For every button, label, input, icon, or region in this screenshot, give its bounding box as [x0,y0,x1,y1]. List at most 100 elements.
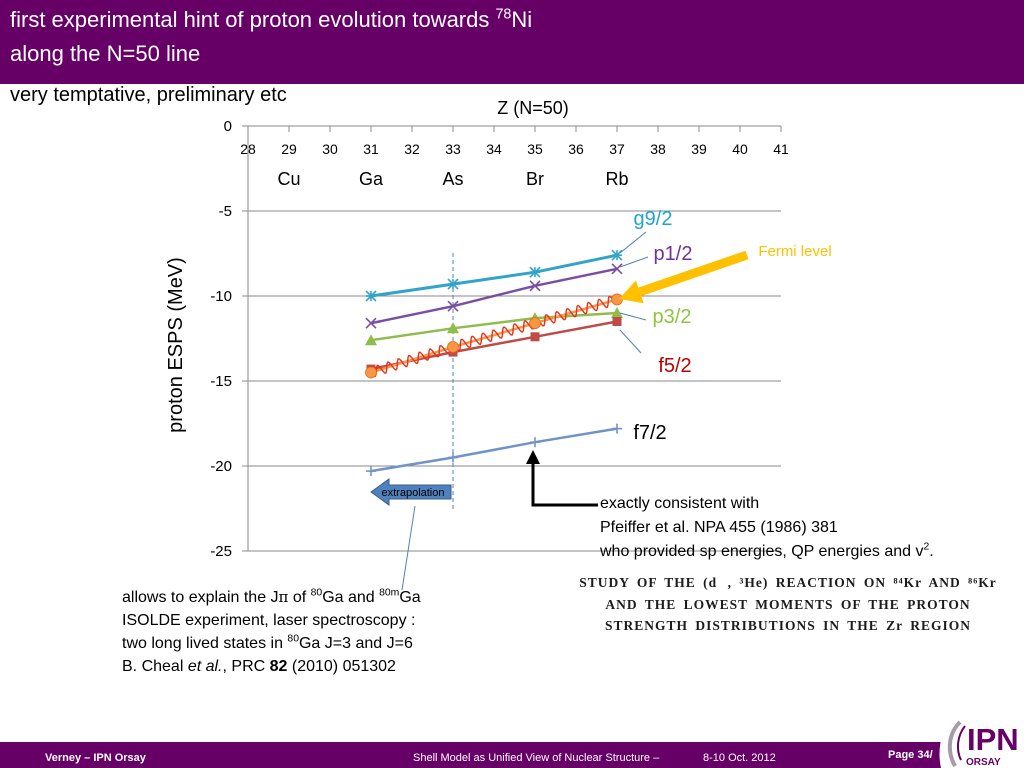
g9-2-label: g9/2 [634,208,673,230]
g9-2-marker [365,290,377,302]
page-number: Page 34/ [888,749,933,761]
fermi-level-marker [611,293,623,306]
fermi-level-label: Fermi level [758,243,831,260]
p3-2-marker [365,334,377,346]
x-tick-label: 39 [691,141,707,157]
marker-shape [611,307,623,318]
consistency-arrow-head [526,450,540,464]
mass-number-superscript: 80m [379,587,400,599]
p3-2-leader-line [619,312,647,321]
extrapolation-arrow-shape [370,478,452,506]
marker-shape [611,293,623,306]
f7-2-line [370,427,618,473]
footer-date: 8-10 Oct. 2012 [703,752,776,764]
extrapolation-label: extrapolation [382,487,445,499]
pfeiffer-note: exactly consistent with Pfeiffer et al. … [600,492,934,564]
x-tick-label: 32 [404,141,420,157]
p3-2-marker [447,322,459,334]
paper-title-line-2: AND THE LOWEST MOMENTS OF THE PROTON [605,596,971,612]
x-tick-label: 33 [445,141,461,157]
g9-2-marker [447,278,459,290]
f7-2-marker [448,452,458,463]
ga-note-text: Ga J=3 and J=6 [298,635,413,652]
y-tick-label: -15 [210,373,232,390]
pi-symbol: π [278,588,289,606]
footer-author: Verney – IPN Orsay [45,752,146,764]
mass-number-superscript: 80 [310,587,323,599]
g9-2-marker [611,249,623,261]
x-tick-label: 37 [609,141,625,157]
marker-shape [612,317,622,326]
y-tick-label: -20 [210,458,232,475]
ga-note-italic: et al. [187,658,223,675]
marker-stroke [529,280,541,292]
y-axis-title: proton ESPS (MeV) [165,257,187,433]
marker-shape [365,366,377,379]
x-tick-label: 41 [773,141,789,157]
element-label-as: As [442,169,463,189]
logo-swoosh-inner [956,725,966,761]
marker-shape [365,334,377,346]
fermi-level-arrow-head [619,280,644,304]
element-label-rb: Rb [605,169,628,189]
ga-note-text: (2010) 051302 [287,658,396,675]
p3-2-label: p3/2 [653,306,692,328]
element-label-cu: Cu [277,169,300,189]
x-tick-label: 38 [650,141,666,157]
logo-subtext: ORSAY [966,757,1001,768]
f7-2-marker [366,466,376,477]
p1-2-leader-line [619,256,649,268]
slide-title-line-2: along the N=50 line [10,41,201,66]
element-label-ga: Ga [359,169,384,189]
x-tick-label: 34 [486,141,502,157]
ga-note-line-4: B. Cheal et al., PRC 82 (2010) 051302 [122,655,421,678]
footer-bar [0,742,1024,768]
marker-shape [447,322,459,334]
x-tick-label: 30 [322,141,338,157]
paper-title-line-1: STUDY OF THE (d⃗, ³He) REACTION ON ⁸⁴Kr … [579,575,997,590]
element-label-br: Br [526,169,544,189]
ga-note-text: Ga [399,589,421,606]
gridlines [242,125,782,552]
title-superscript: 78 [495,6,512,23]
f7-2-marker [530,437,540,448]
p1-2-line [370,267,618,325]
footer-conference: Shell Model as Unified View of Nuclear S… [413,752,660,764]
x-tick-label: 28 [240,141,256,157]
ga-note-text: , PRC [222,658,270,675]
consistency-arrow [526,450,598,507]
marker-shape [529,317,541,330]
chart: 0 -5 -10 -15 -20 -25 28 29 30 31 32 33 34 35 36 37 38 39 4… [165,98,832,591]
y-tick-label: 0 [224,118,232,135]
ga-note-volume: 82 [269,658,288,675]
ipn-orsay-logo: IPN ORSAY [939,716,1024,768]
y-tick-label: -25 [210,543,232,560]
fermi-level-arrow [619,250,749,304]
ga-note-text: B. Cheal [122,658,188,675]
slide-subtitle: very temptative, preliminary etc [10,84,287,106]
p1-2-label: p1/2 [654,243,693,265]
y-tick-label: -5 [219,203,232,220]
x-tick-label: 29 [281,141,297,157]
ga-note-text: Ga and [322,589,380,606]
logo-text: IPN [967,722,1019,757]
mass-number-superscript: 80 [287,633,299,645]
fermi-level-wavy-line [370,295,619,378]
p1-2-marker [611,263,623,275]
slide-title-line-1: first experimental hint of proton evolut… [10,6,532,34]
header-bar [0,0,1024,84]
p1-2-marker [529,280,541,292]
extrapolation-arrow: extrapolation [370,478,452,506]
p3-2-marker [611,307,623,318]
p1-2-marker [447,300,459,312]
f7-2-marker [612,423,622,434]
ga-note: allows to explain the Jπ of 80Ga and 80m… [122,586,421,678]
pfeiffer-note-period: . [929,543,934,560]
g9-2-leader-line [619,231,647,254]
marker-stroke [447,300,459,312]
x-tick-label: 31 [363,141,379,157]
f5-2-label: f5/2 [658,355,691,377]
logo-background [939,716,1024,768]
f5-2-marker [530,332,540,342]
note-leader-line [401,505,416,591]
